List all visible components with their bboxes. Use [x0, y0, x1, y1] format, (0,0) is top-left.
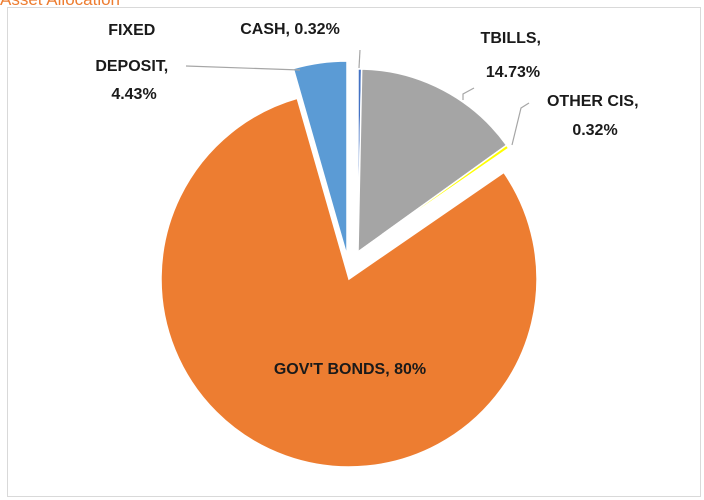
pie-slice-other-cis [357, 144, 510, 253]
data-label-govt-bonds: GOV'T BONDS, 80% [274, 361, 426, 378]
chart-frame [7, 7, 701, 497]
data-label-cash: CASH, 0.32% [240, 21, 340, 38]
pie-slice-tbills [357, 68, 508, 254]
leader-line-tbills [462, 87, 475, 100]
leader-line-fixed-deposit [185, 65, 301, 71]
data-label-fixed-deposit: FIXED DEPOSIT, 4.43% [95, 22, 172, 103]
leader-line-cash [358, 49, 361, 69]
data-label-other-cis: OTHER CIS, 0.32% [547, 93, 643, 139]
pie-slice-fixed-deposit [292, 60, 348, 257]
pie-slice-gov-t-bonds [160, 97, 538, 468]
data-label-tbills: TBILLS, 14.73% [481, 30, 546, 81]
chart-title: Asset Allocation [0, 0, 120, 10]
pie-slices [160, 60, 538, 468]
leader-line-other-cis [511, 102, 530, 146]
